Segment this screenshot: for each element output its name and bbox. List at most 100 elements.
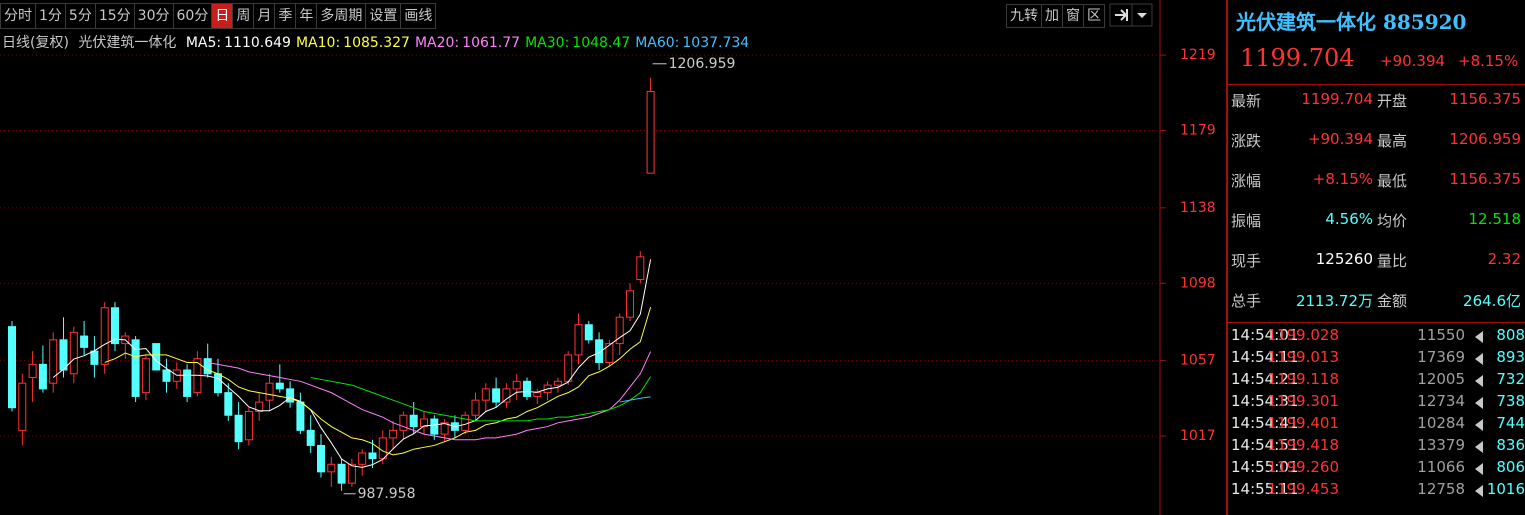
trade-price: 1199.453 <box>1267 480 1339 498</box>
trade-price: 1199.301 <box>1267 392 1339 410</box>
quote-value: +90.394 <box>1307 130 1373 148</box>
min-annotation: 987.958 <box>358 486 416 502</box>
trade-time: 14:54:51 <box>1231 436 1299 454</box>
quote-value: 1206.959 <box>1449 130 1521 148</box>
quote-label: 开盘 <box>1377 92 1408 110</box>
price-label: 日线(复权) <box>2 35 69 51</box>
trade-volume: 12005 <box>1417 370 1465 388</box>
candle-body <box>317 444 325 473</box>
trade-time: 14:54:41 <box>1231 414 1299 432</box>
candle-body <box>471 399 480 416</box>
candle-body <box>523 380 531 397</box>
quote-label: 现手 <box>1231 252 1262 270</box>
quote-row: 涨跌 +90.394 最高 1206.959 <box>1231 130 1521 152</box>
trade-arrow <box>1475 375 1483 387</box>
quote-name: 光伏建筑一体化 <box>1236 10 1376 34</box>
y-tick-label: 1017 <box>1180 428 1216 444</box>
ma-line <box>310 376 652 422</box>
period-button[interactable]: 画线 <box>400 3 437 29</box>
candle-body <box>69 331 78 375</box>
trade-time: 14:55:01 <box>1231 458 1299 476</box>
trade-volume: 12734 <box>1417 392 1465 410</box>
trade-volume: 12758 <box>1417 480 1465 498</box>
candle-body <box>224 392 233 416</box>
separator <box>1228 84 1525 85</box>
legend-name: MA20 <box>415 35 459 51</box>
candle-body <box>461 414 470 431</box>
candle-body <box>59 339 68 371</box>
candle-body <box>214 373 222 394</box>
candle-body <box>368 452 377 460</box>
trade-row: 14:54:31 1199.301 12734 738 <box>1231 392 1525 414</box>
candle-body <box>255 401 264 412</box>
y-tick-label: 1138 <box>1180 200 1216 216</box>
legend-name: MA10 <box>296 35 340 51</box>
trade-time: 14:54:21 <box>1231 370 1299 388</box>
ma-line <box>207 351 652 441</box>
ma-legend: 日线(复权) 光伏建筑一体化 MA51110.649 MA101085.327 MA… <box>2 32 754 52</box>
quote-price: 1199.704 <box>1240 44 1355 72</box>
candle-body <box>420 418 428 428</box>
legend-name: MA30 <box>525 35 569 51</box>
candle-body <box>512 380 521 390</box>
candle-body <box>141 358 150 394</box>
y-tick-label: 1179 <box>1180 123 1216 139</box>
candle-body <box>492 388 501 403</box>
quote-change: +90.394 <box>1380 52 1446 70</box>
period-toolbar: 分时 1分 5分 15分 30分 60分日周月季年多周期 设置 画线 <box>0 3 437 29</box>
legend-name: MA60 <box>635 35 679 51</box>
candle-body <box>347 463 356 484</box>
trade-row: 14:54:11 1199.013 17369 893 <box>1231 348 1525 370</box>
trade-row: 14:55:01 1199.260 11066 806 <box>1231 458 1525 480</box>
trade-price: 1199.028 <box>1267 326 1339 344</box>
quote-label: 总手 <box>1231 292 1262 310</box>
candle-body <box>28 363 37 379</box>
quote-label: 最新 <box>1231 92 1262 110</box>
trade-row: 14:54:21 1199.118 12005 732 <box>1231 370 1525 392</box>
legend-name: MA5 <box>186 35 221 51</box>
y-tick-label: 1057 <box>1180 353 1216 369</box>
menu-button[interactable] <box>1131 3 1153 27</box>
tool-toolbar: 九转加窗区 <box>1006 4 1105 28</box>
trade-volume: 17369 <box>1417 348 1465 366</box>
max-annotation: 1206.959 <box>669 56 736 72</box>
trade-price: 1199.013 <box>1267 348 1339 366</box>
quote-value: 264.6亿 <box>1463 292 1521 310</box>
quote-label: 最低 <box>1377 172 1408 190</box>
candle-body <box>244 410 253 441</box>
candle-body <box>605 343 614 363</box>
trade-price: 1199.401 <box>1267 414 1339 432</box>
tool-button[interactable]: 区 <box>1083 4 1105 28</box>
candle-body <box>481 388 490 401</box>
candle-body <box>626 290 634 318</box>
separator <box>1228 322 1525 323</box>
candle-body <box>183 369 192 397</box>
legend-value: 1061.77 <box>462 35 521 51</box>
candle-body <box>502 388 511 403</box>
trade-count: 808 <box>1496 326 1525 344</box>
quote-code: 885920 <box>1382 10 1467 34</box>
quote-label: 涨跌 <box>1231 132 1262 150</box>
trade-time: 14:54:31 <box>1231 392 1299 410</box>
trade-price: 1199.118 <box>1267 370 1339 388</box>
menu-icon <box>1137 13 1147 18</box>
trade-volume: 13379 <box>1417 436 1465 454</box>
quote-row: 总手 2113.72万 金额 264.6亿 <box>1231 290 1521 312</box>
candle-body <box>111 307 119 345</box>
candle-body <box>574 324 583 356</box>
candle-body <box>18 382 27 431</box>
trade-arrow <box>1475 441 1483 453</box>
candle-body <box>409 414 418 428</box>
candle-body <box>636 256 645 280</box>
trade-arrow <box>1475 331 1483 343</box>
candle-body <box>203 358 212 375</box>
candle-body <box>306 429 315 446</box>
trade-arrow <box>1475 397 1483 409</box>
candle-body <box>430 418 439 435</box>
candle-body <box>615 316 624 345</box>
legend-value: 1037.734 <box>682 35 750 51</box>
candle-body <box>358 452 367 465</box>
candle-body <box>162 369 171 382</box>
trade-count: 806 <box>1496 458 1525 476</box>
candle-body <box>440 422 449 435</box>
